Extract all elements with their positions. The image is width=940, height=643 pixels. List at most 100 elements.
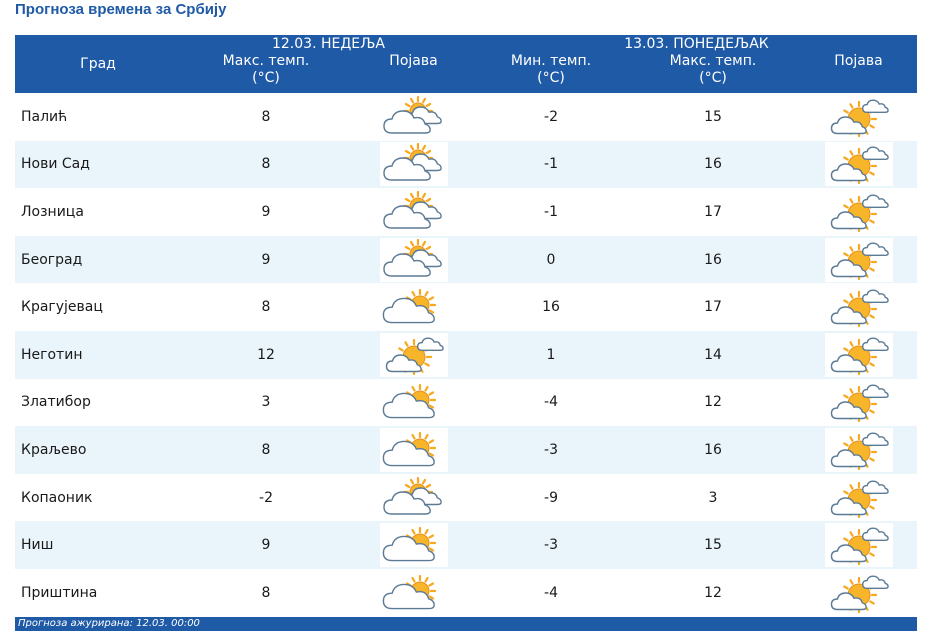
day2-phenomenon [800, 188, 917, 236]
day2-max-label: Макс. темп. [669, 53, 757, 69]
city-name: Крагујевац [15, 283, 181, 331]
city-name: Краљево [15, 426, 181, 474]
day1-max-temp: 8 [181, 140, 351, 189]
day2-max-temp: 12 [626, 568, 800, 617]
day2-min-temp: 0 [476, 235, 626, 284]
mostly-sunny-icon [824, 523, 893, 568]
mostly-sunny-icon [824, 94, 893, 139]
table-row: Копаоник -2 -9 3 [15, 473, 917, 522]
day1-phenomenon [351, 426, 476, 474]
day1-phenomenon [351, 378, 476, 427]
sun-behind-clouds-icon [379, 142, 448, 187]
day2-max-temp: 15 [626, 521, 800, 569]
day1-phenomenon [351, 140, 476, 189]
day2-min-temp: -1 [476, 140, 626, 189]
table-row: Нови Сад 8 -1 16 [15, 140, 917, 189]
mostly-sunny-icon [824, 332, 893, 377]
day2-min-temp: -4 [476, 568, 626, 617]
day1-phenomenon [351, 473, 476, 522]
day2-max-unit: (°C) [699, 70, 727, 86]
day1-max-temp: 9 [181, 235, 351, 284]
day2-max-temp: 17 [626, 283, 800, 331]
day2-max-temp: 17 [626, 188, 800, 236]
day2-date-header: 13.03. ПОНЕДЕЉАК [476, 35, 917, 53]
day1-phenomenon [351, 188, 476, 236]
table-row: Крагујевац 8 16 17 [15, 283, 917, 331]
day1-max-temp: 8 [181, 426, 351, 474]
day2-phenomenon [800, 235, 917, 284]
sun-behind-clouds-icon [379, 189, 448, 234]
city-name: Златибор [15, 378, 181, 427]
city-name: Приштина [15, 568, 181, 617]
day2-max-temp: 16 [626, 426, 800, 474]
sun-behind-clouds-icon [379, 94, 448, 139]
day1-phenomenon-header: Појава [351, 53, 476, 93]
day1-date-header: 12.03. НЕДЕЉА [181, 35, 476, 53]
day2-phenomenon [800, 568, 917, 617]
day2-min-temp: 16 [476, 283, 626, 331]
mostly-sunny-icon [379, 332, 448, 377]
day2-phenomenon [800, 521, 917, 569]
partly-cloudy-icon [379, 570, 448, 615]
day2-max-temp-header: Макс. темп. (°C) [626, 53, 800, 93]
table-row: Палић 8 -2 15 [15, 93, 917, 141]
day2-phenomenon [800, 93, 917, 141]
day2-max-temp: 15 [626, 93, 800, 141]
table-header: Град 12.03. НЕДЕЉА 13.03. ПОНЕДЕЉАК Макс… [15, 35, 917, 93]
mostly-sunny-icon [824, 380, 893, 425]
day1-max-temp: 12 [181, 330, 351, 379]
table-body: Палић 8 -2 15 Нови Сад 8 -1 16 Лозница 9 -1 17 Беогр… [15, 93, 917, 617]
day2-min-temp: -1 [476, 188, 626, 236]
table-row: Лозница 9 -1 17 [15, 188, 917, 236]
day1-max-temp: -2 [181, 473, 351, 522]
update-footer: Прогноза ажурирана: 12.03. 00:00 [15, 617, 917, 631]
sun-behind-clouds-icon [379, 475, 448, 520]
day2-min-temp: 1 [476, 330, 626, 379]
day2-phenomenon [800, 283, 917, 331]
day1-max-unit: (°C) [252, 70, 280, 86]
day2-max-temp: 16 [626, 140, 800, 189]
city-name: Палић [15, 93, 181, 141]
day2-min-label: Мин. темп. [510, 53, 592, 69]
day2-max-temp: 3 [626, 473, 800, 522]
day2-phenomenon [800, 426, 917, 474]
partly-cloudy-icon [379, 285, 448, 330]
day2-min-unit: (°C) [537, 70, 565, 86]
day2-max-temp: 14 [626, 330, 800, 379]
table-row: Ниш 9 -3 15 [15, 521, 917, 569]
mostly-sunny-icon [824, 142, 893, 187]
day2-min-temp: -2 [476, 93, 626, 141]
day1-phenomenon [351, 521, 476, 569]
table-row: Београд 9 0 16 [15, 235, 917, 284]
day1-max-temp-header: Макс. темп. (°C) [181, 53, 351, 93]
city-name: Београд [15, 235, 181, 284]
day1-max-temp: 9 [181, 188, 351, 236]
day1-max-temp: 8 [181, 283, 351, 331]
mostly-sunny-icon [824, 285, 893, 330]
table-row: Златибор 3 -4 12 [15, 378, 917, 427]
city-name: Копаоник [15, 473, 181, 522]
city-column-header: Град [15, 35, 181, 93]
city-name: Ниш [15, 521, 181, 569]
day2-min-temp: -9 [476, 473, 626, 522]
mostly-sunny-icon [824, 189, 893, 234]
day1-phenomenon [351, 93, 476, 141]
day1-max-temp: 8 [181, 93, 351, 141]
day2-min-temp: -3 [476, 426, 626, 474]
forecast-table: Град 12.03. НЕДЕЉА 13.03. ПОНЕДЕЉАК Макс… [15, 35, 917, 617]
day2-min-temp-header: Мин. темп. (°C) [476, 53, 626, 93]
table-row: Краљево 8 -3 16 [15, 426, 917, 474]
day1-phenomenon [351, 235, 476, 284]
mostly-sunny-icon [824, 475, 893, 520]
day2-phenomenon [800, 330, 917, 379]
day1-max-label: Макс. темп. [222, 53, 310, 69]
table-row: Приштина 8 -4 12 [15, 568, 917, 617]
partly-cloudy-icon [379, 523, 448, 568]
day1-phenomenon [351, 283, 476, 331]
mostly-sunny-icon [824, 570, 893, 615]
day1-max-temp: 9 [181, 521, 351, 569]
day2-phenomenon [800, 140, 917, 189]
day1-phenomenon [351, 330, 476, 379]
mostly-sunny-icon [824, 427, 893, 472]
day1-max-temp: 8 [181, 568, 351, 617]
